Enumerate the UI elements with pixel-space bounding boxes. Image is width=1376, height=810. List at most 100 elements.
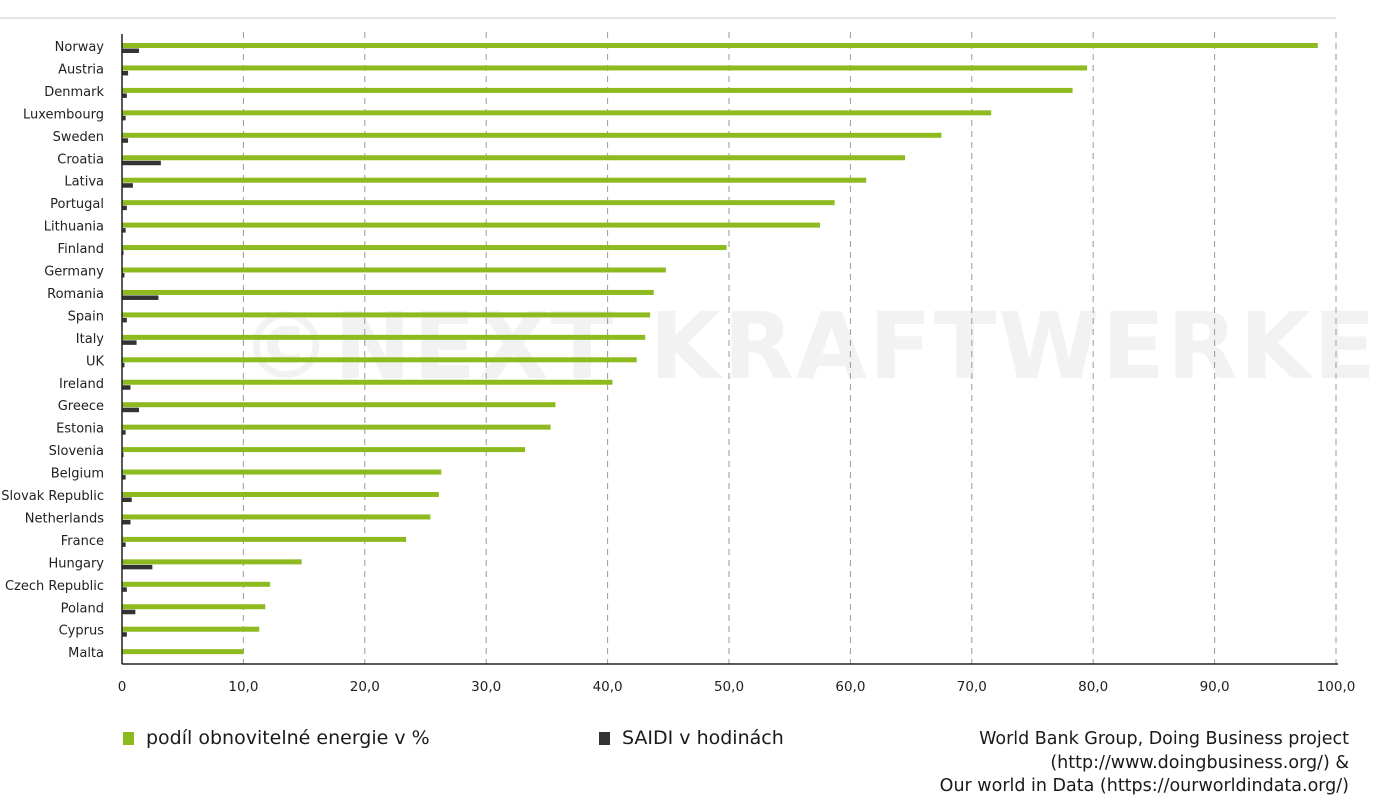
bar-saidi [122,48,139,53]
x-tick-labels: 0 10,0 20,0 30,0 40,0 50,0 60,0 70,0 80,0 90,0 100… [118,679,1356,695]
bar-renewables [122,132,942,138]
bar-renewables [122,604,266,610]
category-label: Poland [61,601,104,616]
bar-renewables [122,626,260,632]
x-tick-label: 30,0 [471,679,501,695]
legend-swatch-saidi [599,731,610,745]
category-label: Finland [58,242,104,257]
bar-saidi [122,430,126,435]
bar-saidi [122,205,127,211]
bar-saidi [122,138,129,143]
category-label: Lativa [64,175,104,190]
bar-renewables [122,492,439,497]
category-label: Greece [58,399,104,414]
bar-saidi [122,228,126,233]
category-label: Estonia [56,422,104,437]
bar-saidi [122,542,126,547]
x-tick-label: 80,0 [1078,679,1108,695]
x-tick-label: 10,0 [228,679,258,695]
bar-renewables [122,424,551,430]
bar-renewables [122,469,442,475]
bar-saidi [122,609,136,615]
bar-renewables [122,536,407,542]
x-tick-label: 20,0 [350,679,380,695]
category-label: Italy [76,332,105,347]
source-line-3: Our world in Data (https://ourworldindat… [939,776,1349,796]
category-label: Czech Republic [5,579,104,594]
bar-renewables [122,514,431,520]
category-label: Cyprus [59,624,105,639]
bar-saidi [122,587,127,592]
category-label: Spain [68,309,104,324]
bar-renewables [122,402,556,408]
category-labels: Norway Austria Denmark Luxembourg Sweden Croa… [1,40,104,661]
source-note: World Bank Group, Doing Business project… [940,728,1349,799]
category-label: Ireland [59,377,104,392]
bar-renewables [122,65,1088,71]
category-label: Norway [55,40,105,55]
category-label: UK [86,354,105,369]
bar-renewables [122,357,637,363]
category-label: Austria [58,62,104,77]
bar-renewables [122,649,244,655]
bar-saidi [122,632,127,637]
category-label: Croatia [57,152,104,167]
bar-saidi [122,70,129,76]
bar-chart: ©NEXT KRAFTWERKE NorwayAustriaDenmarkLux… [0,17,1376,695]
x-tick-label: 60,0 [835,679,865,695]
x-tick-label: 100,0 [1317,679,1356,695]
bar-renewables [122,379,613,385]
bar-renewables [122,581,271,587]
category-label: Netherlands [25,511,104,526]
bar-renewables [122,155,906,161]
legend-label-saidi: SAIDI v hodinách [622,727,784,749]
bar-saidi [122,385,131,390]
bar-renewables [122,110,992,116]
source-line-2: (http://www.doingbusiness.org/) & [1050,752,1349,773]
x-tick-label: 0 [118,679,127,695]
bar-saidi [122,295,159,300]
bars [122,43,1318,655]
category-label: Slovak Republic [1,489,104,504]
category-label: Portugal [50,197,104,212]
bar-renewables [122,177,867,183]
bar-saidi [122,317,127,323]
bar-renewables [122,289,654,295]
bar-saidi [122,407,139,413]
x-tick-label: 70,0 [957,679,987,695]
bar-saidi [122,362,125,368]
bar-renewables [122,312,651,318]
bar-renewables [122,267,666,273]
bar-renewables [122,222,821,228]
category-label: Hungary [48,556,104,571]
category-label: Lithuania [44,220,104,235]
category-label: Denmark [44,85,104,100]
bar-renewables [122,559,302,565]
bar-renewables [122,334,646,340]
bar-saidi [122,497,132,502]
bar-saidi [122,273,125,278]
bar-renewables [122,87,1073,93]
x-tick-label: 90,0 [1200,679,1230,695]
category-label: Germany [44,265,104,280]
legend-item-saidi: SAIDI v hodinách [599,727,784,749]
bar-saidi [122,115,126,121]
category-label: France [61,534,104,549]
category-label: Romania [47,287,104,302]
category-label: Sweden [53,130,104,145]
bar-renewables [122,200,835,206]
x-tick-label: 50,0 [714,679,744,695]
legend-label-renewables: podíl obnovitelné energie v % [146,727,430,749]
bar-saidi [122,340,137,345]
category-label: Slovenia [49,444,104,459]
legend-item-renewables: podíl obnovitelné energie v % [123,727,430,749]
bar-saidi [122,475,126,480]
x-tick-label: 40,0 [593,679,623,695]
bar-renewables [122,245,727,251]
bar-saidi [122,519,131,525]
bar-saidi [122,160,161,166]
category-label: Luxembourg [23,107,104,122]
bar-renewables [122,447,526,453]
bar-renewables [122,43,1318,48]
category-label: Belgium [51,467,104,482]
